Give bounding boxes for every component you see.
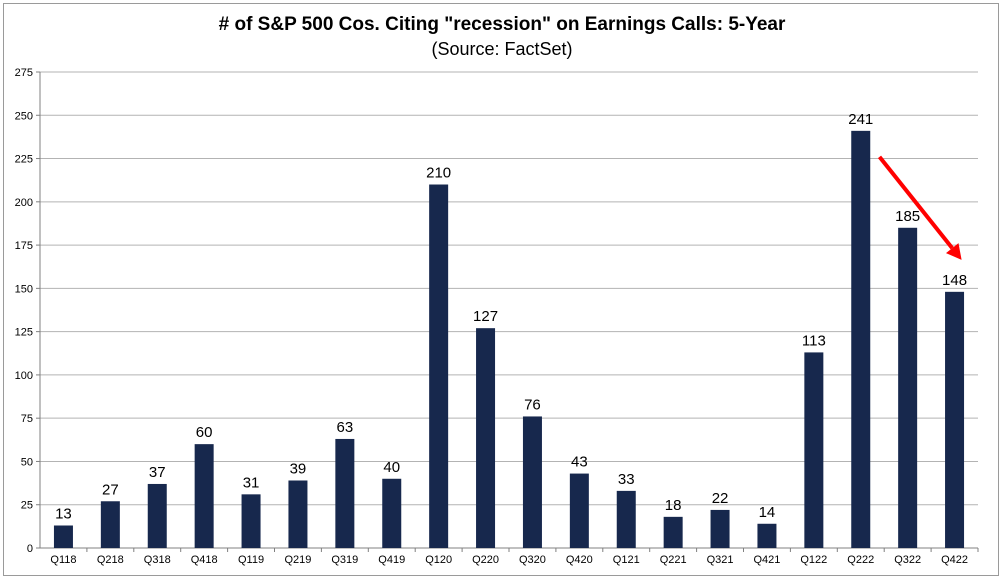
bar-Q422 xyxy=(945,291,965,548)
data-label: 18 xyxy=(665,497,682,514)
bar-Q222 xyxy=(851,130,871,549)
gridlines xyxy=(40,71,978,506)
y-tick-label: 250 xyxy=(15,110,33,122)
data-label: 27 xyxy=(102,481,119,498)
x-tick-label: Q218 xyxy=(97,554,124,566)
x-tick-label: Q422 xyxy=(941,554,968,566)
y-tick-label: 75 xyxy=(21,413,33,425)
y-tick-label: 150 xyxy=(15,283,33,295)
bar-Q122 xyxy=(804,352,824,548)
x-tick-label: Q421 xyxy=(753,554,780,566)
x-tick-label: Q320 xyxy=(519,554,546,566)
data-label: 14 xyxy=(759,504,776,521)
bar-Q218 xyxy=(100,501,120,548)
y-tick-label: 200 xyxy=(15,197,33,209)
x-tick-label: Q322 xyxy=(894,554,921,566)
x-tick-label: Q321 xyxy=(707,554,734,566)
data-label: 63 xyxy=(337,419,354,436)
data-label: 40 xyxy=(383,459,400,476)
data-label: 39 xyxy=(290,460,307,477)
y-tick-label: 0 xyxy=(27,543,33,555)
x-tick-label: Q120 xyxy=(425,554,452,566)
bar-Q119 xyxy=(241,494,261,548)
x-tick-label: Q121 xyxy=(613,554,640,566)
x-tick-label: Q219 xyxy=(284,554,311,566)
chart-subtitle: (Source: FactSet) xyxy=(431,39,573,59)
arrow-head xyxy=(945,243,962,260)
chart-title: # of S&P 500 Cos. Citing "recession" on … xyxy=(218,14,786,35)
data-label: 148 xyxy=(942,272,967,289)
data-label: 60 xyxy=(196,424,213,441)
x-tick-label: Q420 xyxy=(566,554,593,566)
bar-Q319 xyxy=(335,438,355,548)
bar-Q320 xyxy=(522,416,542,548)
bars xyxy=(53,130,965,549)
x-tick-label: Q119 xyxy=(238,554,264,566)
x-tick-label: Q319 xyxy=(331,554,358,566)
data-label: 31 xyxy=(243,474,260,491)
data-label: 13 xyxy=(55,505,72,522)
data-label: 76 xyxy=(524,396,541,413)
data-label: 210 xyxy=(426,165,451,182)
y-tick-label: 275 xyxy=(15,67,33,79)
chart-frame xyxy=(3,3,999,576)
y-tick-label: 25 xyxy=(21,500,33,512)
y-tick-label: 100 xyxy=(15,370,33,382)
x-tick-label: Q220 xyxy=(472,554,499,566)
data-label: 37 xyxy=(149,464,166,481)
data-label: 22 xyxy=(712,490,729,507)
bar-Q321 xyxy=(710,509,730,548)
x-tick-label: Q118 xyxy=(50,554,76,566)
x-tick-label: Q419 xyxy=(378,554,405,566)
bar-Q420 xyxy=(569,473,589,548)
y-tick-label: 225 xyxy=(15,154,33,166)
bar-Q219 xyxy=(288,480,308,548)
x-tick-label: Q122 xyxy=(800,554,827,566)
bar-Q322 xyxy=(898,227,918,549)
data-label: 33 xyxy=(618,471,635,488)
trend-arrow xyxy=(877,155,962,260)
data-label: 43 xyxy=(571,454,588,471)
y-tick-label: 175 xyxy=(15,240,33,252)
x-tick-label: Q222 xyxy=(847,554,874,566)
data-label: 127 xyxy=(473,308,498,325)
bar-Q120 xyxy=(429,184,449,548)
x-tick-label: Q221 xyxy=(660,554,687,566)
bar-Q118 xyxy=(53,525,73,548)
bar-Q418 xyxy=(194,444,214,548)
bar-Q121 xyxy=(616,490,636,548)
x-tick-label: Q318 xyxy=(144,554,171,566)
bar-Q421 xyxy=(757,523,777,548)
bar-Q221 xyxy=(663,516,683,548)
y-tick-label: 125 xyxy=(15,327,33,339)
data-label: 185 xyxy=(895,208,920,225)
arrow-shaft xyxy=(877,155,954,250)
data-label: 113 xyxy=(802,332,826,349)
x-tick-label: Q418 xyxy=(191,554,218,566)
data-label: 241 xyxy=(848,111,873,128)
y-tick-label: 50 xyxy=(21,456,33,468)
bar-Q220 xyxy=(476,328,496,548)
bar-Q419 xyxy=(382,478,402,548)
bar-Q318 xyxy=(147,483,167,548)
labels: Q118 13 Q218 27 Q318 37 Q418 60 Q119 31 Q219 39 Q319… xyxy=(50,111,968,566)
